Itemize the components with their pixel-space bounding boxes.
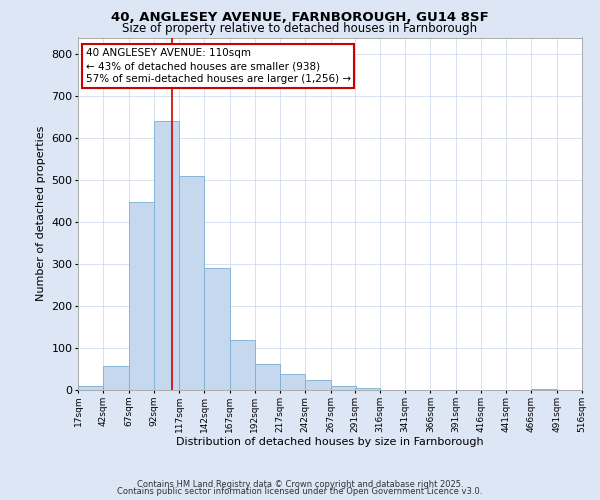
Text: 40 ANGLESEY AVENUE: 110sqm
← 43% of detached houses are smaller (938)
57% of sem: 40 ANGLESEY AVENUE: 110sqm ← 43% of deta… [86,48,350,84]
Bar [230,340,255,390]
Text: Contains public sector information licensed under the Open Government Licence v3: Contains public sector information licen… [118,487,482,496]
Bar [255,364,280,390]
X-axis label: Distribution of detached houses by size in Farnborough: Distribution of detached houses by size … [176,438,484,448]
Bar [103,366,128,390]
Bar [78,386,103,390]
Bar [128,202,154,390]
Bar [355,388,380,390]
Text: Contains HM Land Registry data © Crown copyright and database right 2025.: Contains HM Land Registry data © Crown c… [137,480,463,489]
Y-axis label: Number of detached properties: Number of detached properties [36,126,46,302]
Bar [280,374,305,390]
Text: 40, ANGLESEY AVENUE, FARNBOROUGH, GU14 8SF: 40, ANGLESEY AVENUE, FARNBOROUGH, GU14 8… [111,11,489,24]
Bar [179,176,204,390]
Bar [204,268,230,390]
Bar [532,388,557,390]
Text: Size of property relative to detached houses in Farnborough: Size of property relative to detached ho… [122,22,478,35]
Bar [331,386,356,390]
Bar [154,121,179,390]
Bar [305,380,331,390]
